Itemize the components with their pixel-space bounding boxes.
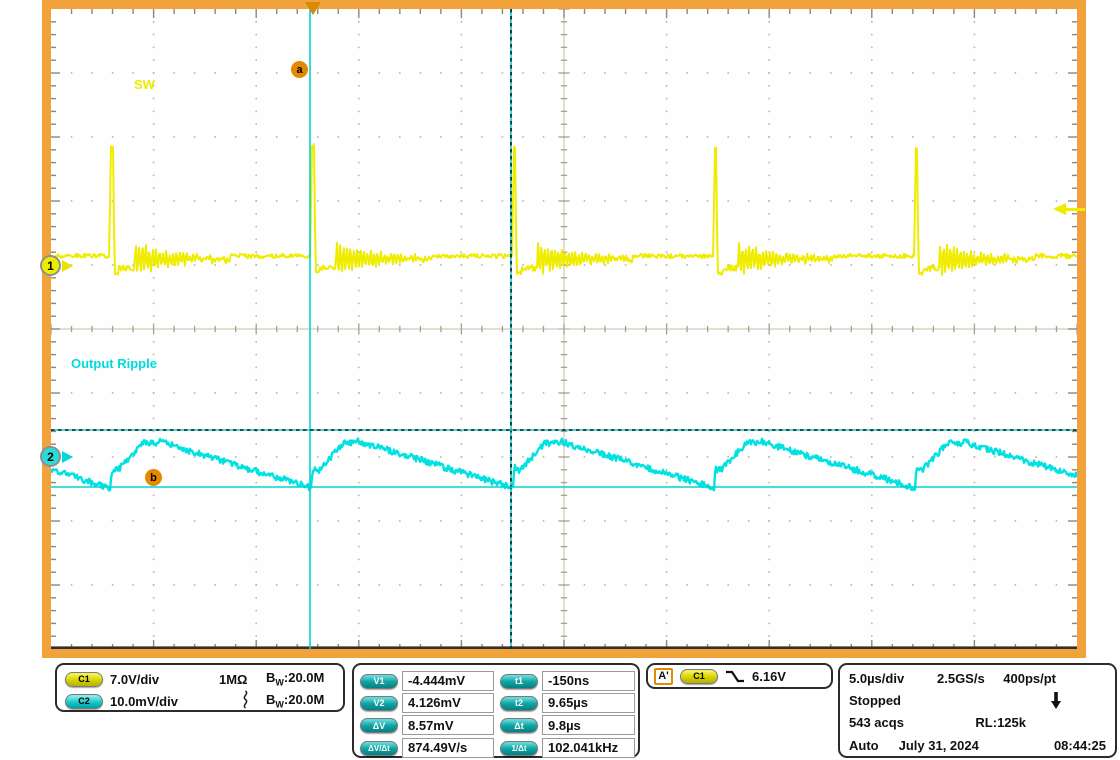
trigger-panel[interactable]: A' C1 6.16V xyxy=(646,663,833,689)
cursor-b-marker[interactable]: b xyxy=(145,469,162,486)
dv-value: 8.57mV xyxy=(402,715,494,736)
t2-badge[interactable]: t2 xyxy=(500,695,538,711)
sample-rate: 2.5GS/s xyxy=(937,670,985,686)
ch2-scale: 10.0mV/div xyxy=(110,693,178,709)
ch2-reference-marker[interactable]: 2 xyxy=(40,446,61,467)
date-display: July 31, 2024 xyxy=(898,737,979,753)
trigger-level-stem xyxy=(1065,207,1085,211)
ch2-badge[interactable]: C2 xyxy=(65,693,103,709)
trigger-level-arrow-icon[interactable] xyxy=(1053,203,1066,215)
graticule xyxy=(51,9,1077,649)
dv-badge[interactable]: ΔV xyxy=(360,718,398,734)
cursor-a-label: a xyxy=(296,63,303,76)
timebase-row-2: Stopped xyxy=(840,689,1115,711)
ch1-trace-label: SW xyxy=(134,77,155,92)
dt-badge[interactable]: Δt xyxy=(500,718,538,734)
ch1-bandwidth: BW:20.0M xyxy=(266,670,325,688)
dvdt-badge[interactable]: ΔV/Δt xyxy=(360,740,398,756)
t2-row: t2 9.65µs xyxy=(500,692,635,714)
ch1-waveform[interactable] xyxy=(51,143,1077,276)
freq-value: 102.041kHz xyxy=(542,737,635,758)
falling-edge-icon xyxy=(725,670,745,683)
arrow-down-icon xyxy=(1050,691,1062,709)
trigger-position-marker-icon[interactable] xyxy=(305,2,321,15)
freq-badge[interactable]: 1/Δt xyxy=(500,740,538,756)
acquisition-status: Stopped xyxy=(849,692,901,708)
waveform-display: a b 1 2 SW Output Ripple xyxy=(40,0,1086,658)
ch1-reference-number: 1 xyxy=(47,258,54,273)
acquisition-count: 543 acqs xyxy=(849,715,904,731)
trigger-source-badge[interactable]: C1 xyxy=(680,668,718,684)
ch2-reference-arrow-icon xyxy=(62,451,73,463)
trigger-level-value: 6.16V xyxy=(752,668,786,684)
timebase-row-1: 5.0µs/div 2.5GS/s 400ps/pt xyxy=(840,667,1115,689)
trigger-a-box[interactable]: A' xyxy=(654,667,673,685)
cursor-b-label: b xyxy=(150,471,157,484)
ch1-scale: 7.0V/div xyxy=(110,671,160,687)
timebase-row-3: 543 acqs RL:125k xyxy=(840,712,1115,734)
dt-row: Δt 9.8µs xyxy=(500,715,635,737)
ch2-waveform[interactable] xyxy=(51,437,1077,492)
v2-badge[interactable]: V2 xyxy=(360,695,398,711)
cursor-readout-panel[interactable]: V1 -4.444mV V2 4.126mV ΔV 8.57mV ΔV/Δt 8… xyxy=(352,663,640,758)
ch2-trace-label: Output Ripple xyxy=(71,356,157,371)
t1-value: -150ns xyxy=(542,670,635,691)
dvdt-value: 874.49V/s xyxy=(402,737,494,758)
t1-badge[interactable]: t1 xyxy=(500,673,538,689)
sample-resolution: 400ps/pt xyxy=(1003,670,1056,686)
freq-row: 1/Δt 102.041kHz xyxy=(500,737,635,759)
v1-badge[interactable]: V1 xyxy=(360,673,398,689)
timebase-panel[interactable]: 5.0µs/div 2.5GS/s 400ps/pt Stopped 543 a… xyxy=(838,663,1117,758)
ch1-badge[interactable]: C1 xyxy=(65,671,103,687)
timebase-row-4: Auto July 31, 2024 08:44:25 xyxy=(840,734,1115,756)
v2-row: V2 4.126mV xyxy=(360,692,494,714)
ch2-settings-row[interactable]: C2 10.0mV/div BW:20.0M xyxy=(57,690,343,712)
ch1-settings-row[interactable]: C1 7.0V/div 1MΩ BW:20.0M xyxy=(57,668,343,690)
cursor-a-marker[interactable]: a xyxy=(291,61,308,78)
time-display: 08:44:25 xyxy=(1053,737,1106,753)
dv-row: ΔV 8.57mV xyxy=(360,715,494,737)
ch1-reference-marker[interactable]: 1 xyxy=(40,255,61,276)
t1-row: t1 -150ns xyxy=(500,670,635,692)
ch2-bandwidth: BW:20.0M xyxy=(266,692,325,710)
v2-value: 4.126mV xyxy=(402,692,494,713)
t2-value: 9.65µs xyxy=(542,692,635,713)
dt-value: 9.8µs xyxy=(542,715,635,736)
ch1-impedance: 1MΩ xyxy=(219,671,248,687)
channel-settings-panel[interactable]: C1 7.0V/div 1MΩ BW:20.0M C2 10.0mV/div B… xyxy=(55,663,345,712)
ch2-reference-number: 2 xyxy=(47,449,54,464)
trigger-mode: Auto xyxy=(849,737,879,753)
dvdt-row: ΔV/Δt 874.49V/s xyxy=(360,737,494,759)
record-length: RL:125k xyxy=(975,715,1026,731)
horizontal-scale: 5.0µs/div xyxy=(849,670,905,686)
time-cursor-column: t1 -150ns t2 9.65µs Δt 9.8µs 1/Δt 102.04… xyxy=(500,670,635,759)
ac-coupling-icon xyxy=(219,690,261,712)
v1-value: -4.444mV xyxy=(402,670,494,691)
v1-row: V1 -4.444mV xyxy=(360,670,494,692)
voltage-cursor-column: V1 -4.444mV V2 4.126mV ΔV 8.57mV ΔV/Δt 8… xyxy=(360,670,494,759)
ch1-reference-arrow-icon xyxy=(62,260,73,272)
